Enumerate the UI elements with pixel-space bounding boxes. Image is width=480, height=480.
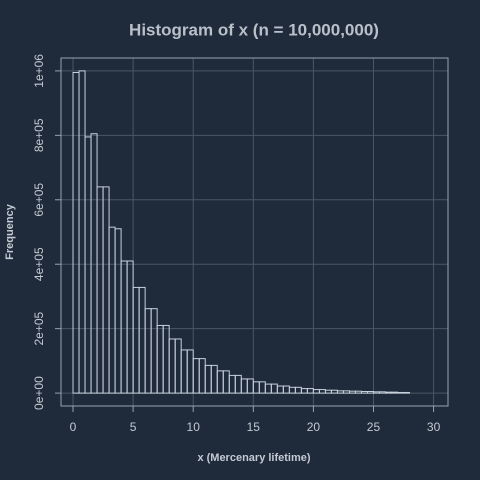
bar bbox=[372, 391, 380, 394]
y-tick-label: 1e+06 bbox=[32, 54, 46, 88]
y-tick-label: 4e+05 bbox=[32, 247, 46, 281]
bar bbox=[312, 389, 320, 394]
y-tick-label: 0e+00 bbox=[32, 376, 46, 410]
bar bbox=[132, 286, 140, 394]
bar bbox=[330, 389, 338, 394]
bar bbox=[300, 388, 308, 394]
bar bbox=[385, 391, 393, 394]
bar bbox=[84, 136, 92, 394]
bar bbox=[126, 260, 134, 394]
bar bbox=[192, 358, 200, 394]
bar bbox=[186, 349, 194, 394]
bar bbox=[204, 364, 212, 394]
bar bbox=[258, 381, 266, 394]
bar bbox=[318, 389, 326, 394]
bar bbox=[78, 70, 86, 394]
x-tick-label: 15 bbox=[247, 420, 261, 434]
bar bbox=[150, 308, 158, 394]
bar bbox=[180, 349, 188, 394]
x-axis-title: x (Mercenary lifetime) bbox=[197, 452, 310, 464]
bar bbox=[288, 386, 296, 394]
x-tick-label: 30 bbox=[427, 420, 441, 434]
bar bbox=[306, 388, 314, 394]
bar bbox=[102, 186, 110, 394]
x-tick-label: 0 bbox=[70, 420, 77, 434]
bar bbox=[324, 389, 332, 394]
chart-title: Histogram of x (n = 10,000,000) bbox=[129, 20, 379, 39]
bar bbox=[210, 364, 218, 394]
bar bbox=[96, 186, 104, 394]
x-tick-label: 25 bbox=[367, 420, 381, 434]
bar bbox=[120, 260, 128, 394]
y-tick-label: 8e+05 bbox=[32, 118, 46, 152]
bar bbox=[348, 390, 356, 394]
x-tick-label: 5 bbox=[130, 420, 137, 434]
bar bbox=[240, 378, 248, 394]
bar bbox=[72, 72, 80, 394]
bar bbox=[391, 391, 399, 394]
bar bbox=[342, 390, 350, 394]
bar bbox=[336, 390, 344, 394]
bar bbox=[366, 391, 374, 394]
bar bbox=[108, 226, 116, 394]
bar bbox=[360, 391, 368, 394]
bar bbox=[156, 324, 164, 394]
bar bbox=[354, 390, 362, 394]
bar bbox=[252, 381, 260, 394]
bar bbox=[114, 228, 122, 394]
bar bbox=[168, 338, 176, 394]
x-tick-label: 20 bbox=[307, 420, 321, 434]
bar bbox=[162, 324, 170, 394]
bar bbox=[144, 308, 152, 394]
bar bbox=[270, 383, 278, 394]
bar bbox=[246, 378, 254, 394]
y-axis-title: Frequency bbox=[4, 203, 16, 260]
bar bbox=[138, 286, 146, 394]
y-tick-label: 2e+05 bbox=[32, 311, 46, 345]
bar bbox=[276, 385, 284, 394]
bar bbox=[294, 386, 302, 394]
x-tick-label: 10 bbox=[187, 420, 201, 434]
y-tick-label: 6e+05 bbox=[32, 183, 46, 217]
bar bbox=[397, 391, 405, 394]
bar bbox=[198, 358, 206, 394]
bar bbox=[403, 391, 411, 394]
bar bbox=[90, 133, 98, 394]
bar bbox=[174, 338, 182, 394]
bar bbox=[234, 374, 242, 394]
bar bbox=[216, 370, 224, 394]
bar bbox=[222, 370, 230, 394]
plot-border bbox=[60, 57, 449, 407]
bar bbox=[282, 385, 290, 394]
bar bbox=[264, 383, 272, 394]
bar bbox=[228, 374, 236, 394]
bar bbox=[378, 391, 387, 394]
